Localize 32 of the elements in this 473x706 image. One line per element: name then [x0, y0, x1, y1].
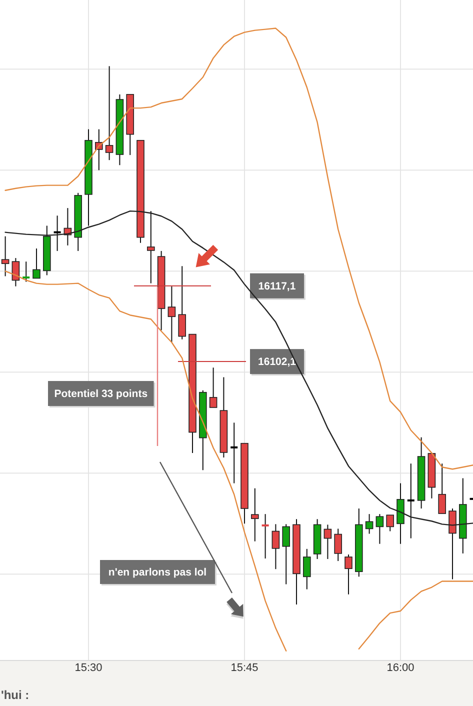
- candlestick: [272, 524, 280, 570]
- annotation: Potentiel 33 points: [54, 388, 148, 400]
- y-tick-label: 16117,1: [258, 280, 296, 292]
- x-tick-label: 15:30: [74, 662, 102, 674]
- candlestick: [251, 488, 259, 542]
- candlestick: [178, 266, 186, 340]
- candlestick: [1, 236, 10, 277]
- candlestick: [262, 514, 269, 559]
- candlestick: [303, 548, 311, 590]
- x-tick-label: 16:00: [386, 662, 414, 674]
- candlestick: [230, 422, 238, 484]
- x-tick-label: 15:45: [230, 662, 258, 674]
- candlestick: [324, 524, 332, 560]
- candlestick: [365, 514, 374, 534]
- y-tick-label: 16102,1: [258, 356, 296, 368]
- candlestick: [438, 463, 446, 514]
- candlestick: [209, 367, 218, 408]
- candlestick: [282, 524, 290, 585]
- candlestick: [344, 554, 352, 595]
- annotation: n'en parlons pas lol: [108, 566, 207, 579]
- candlestick: [376, 514, 384, 544]
- candlestick: [12, 258, 20, 287]
- candlestick: [105, 66, 114, 161]
- candlestick: [334, 528, 342, 562]
- candlestick: [407, 463, 414, 539]
- line-series: [4, 28, 473, 470]
- text: 'hui :: [1, 688, 30, 702]
- candlestick: [168, 286, 176, 342]
- candlestick: [54, 215, 61, 252]
- candlestick: [386, 514, 394, 532]
- candlestick: [22, 261, 30, 282]
- candlestick: [32, 248, 40, 279]
